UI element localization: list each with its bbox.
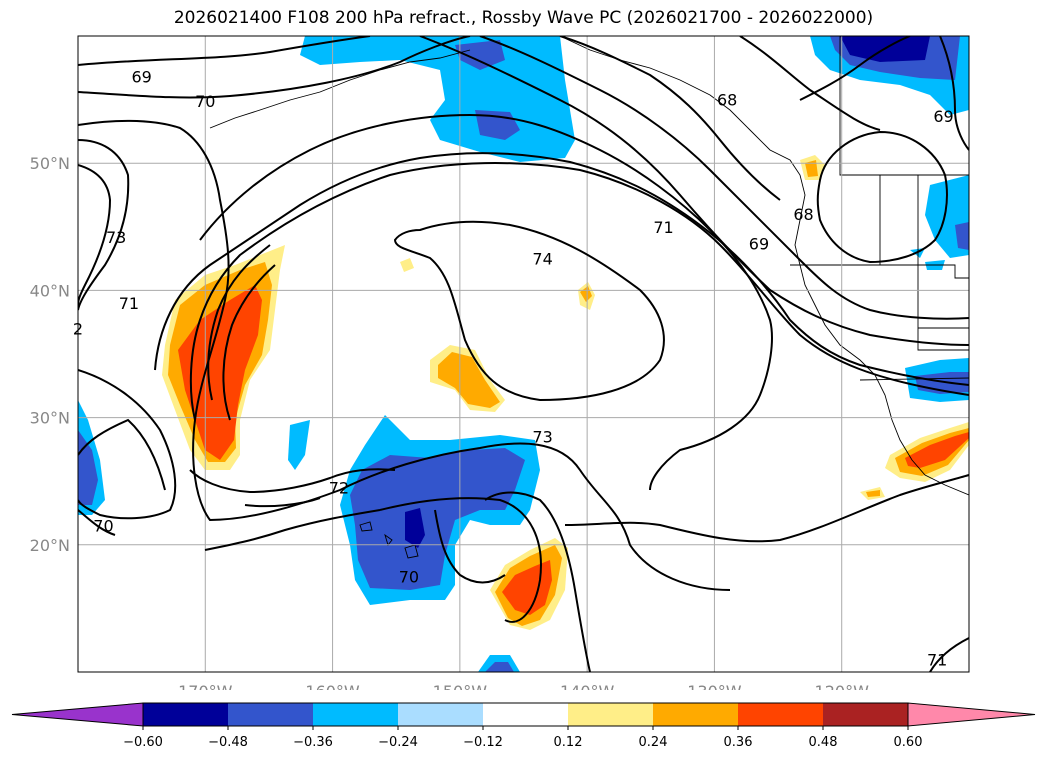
contour-lines [78, 36, 969, 672]
colorbar-frame [142, 702, 909, 727]
contour-69 [479, 36, 969, 320]
state-border [790, 264, 969, 279]
positive-anomaly-california [800, 155, 969, 500]
contour-label: 70 [399, 568, 419, 587]
lat-tick-label: 30°N [30, 409, 70, 428]
contour-72 [199, 113, 773, 491]
contour-71-mid [78, 119, 731, 591]
contour-70-hawaii [379, 497, 542, 623]
contour-label: 72 [329, 479, 349, 498]
contour-label: 73 [106, 228, 126, 247]
contour-72-south [189, 468, 396, 494]
contour-70-southwest [78, 418, 166, 491]
lon-tick-label: 140°W [560, 682, 615, 690]
lon-tick-label: 130°W [687, 682, 742, 690]
contour-70-north [78, 36, 471, 99]
colorbar-tick-label: 0.36 [724, 735, 753, 750]
negative-anomaly-south [478, 655, 520, 672]
contour-68-closed [816, 130, 948, 264]
contour-74-west [78, 164, 112, 306]
contour-label: 68 [793, 205, 813, 224]
map-frame [77, 35, 970, 673]
contour-label: 69 [749, 234, 769, 253]
coastlines [209, 36, 969, 559]
colorbar-box [228, 703, 313, 726]
positive-anomaly-east-hawaii [490, 538, 568, 630]
colorbar-extend-min [11, 702, 144, 727]
contour-label: 74 [532, 250, 552, 269]
colorbar-box [823, 703, 908, 726]
colorbar-tick-label: −0.24 [378, 735, 418, 750]
contour-68 [559, 36, 781, 201]
colorbar-tick-label: −0.36 [293, 735, 333, 750]
contour-label: 71 [927, 650, 947, 669]
lon-tick-label: 170°W [178, 682, 233, 690]
colorbar-box [568, 703, 653, 726]
colorbar-ticks: −0.60 −0.48 −0.36 −0.24 −0.12 0.12 0.24 0.36 0.4… [123, 726, 922, 750]
colorbar-box [738, 703, 823, 726]
lat-tick-label: 40°N [30, 281, 70, 300]
contour-label: 73 [532, 428, 552, 447]
lon-tick-label: 150°W [433, 682, 488, 690]
contour-69-north [78, 36, 371, 66]
contour-70-west [78, 369, 177, 520]
contour-71-east [154, 152, 969, 386]
hawaii-islands [384, 533, 393, 546]
contour-label: 68 [717, 91, 737, 110]
colorbar-tick-label: 0.48 [809, 735, 838, 750]
contour-label: 71 [119, 294, 139, 313]
colorbar-tick-label: 0.60 [894, 735, 923, 750]
contour-71-corner [929, 637, 969, 672]
colorbar-tick-label: −0.48 [208, 735, 248, 750]
lat-tick-label: 50°N [30, 154, 70, 173]
colorbar-extend-max [907, 702, 1036, 727]
colorbar-box [483, 703, 568, 726]
contour-70 [419, 36, 969, 346]
contour-label: 70 [93, 517, 113, 536]
colorbar-box [398, 703, 483, 726]
west-coast [559, 36, 969, 496]
map-title: 2026021400 F108 200 hPa refract., Rossby… [173, 8, 874, 28]
colorbar-tick-label: 0.24 [639, 735, 668, 750]
aleutian-coast [209, 49, 471, 129]
axis-labels: 170°W 160°W 150°W 140°W 130°W 120°W 20°N 30°N 40… [30, 154, 869, 690]
contour-label: 69 [933, 107, 953, 126]
lon-tick-label: 160°W [305, 682, 360, 690]
contour-label: 70 [195, 92, 215, 111]
colorbar-tick-label: −0.60 [123, 735, 163, 750]
colorbar-box [313, 703, 398, 726]
contour-label: 71 [653, 218, 673, 237]
contour-label: 69 [131, 68, 151, 87]
negative-anomaly-hawaii [340, 415, 540, 605]
contour-74 [393, 220, 665, 402]
colorbar-tick-label: −0.12 [463, 735, 503, 750]
colorbar-tick-label: 0.12 [554, 735, 583, 750]
contour-73-west [78, 139, 130, 311]
canada-border [839, 36, 969, 176]
colorbar-box [143, 703, 228, 726]
contour-71-south [564, 474, 969, 543]
colorbar-box [653, 703, 738, 726]
lat-tick-label: 20°N [30, 536, 70, 555]
lon-tick-label: 120°W [815, 682, 870, 690]
colorbar-boxes [11, 702, 1036, 727]
positive-anomaly-mid-pacific [400, 258, 595, 412]
